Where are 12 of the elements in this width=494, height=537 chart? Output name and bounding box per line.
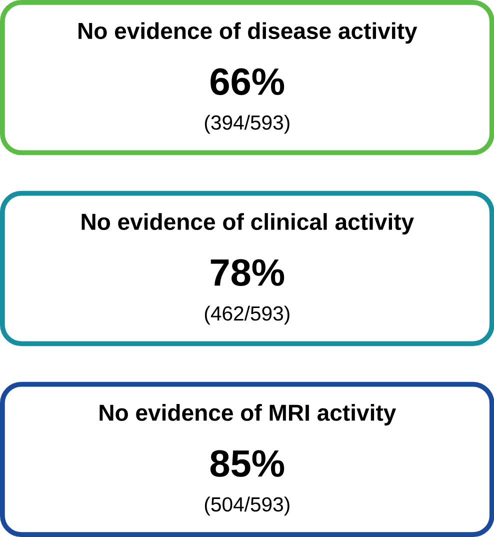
category-label: No evidence of MRI activity	[100, 404, 396, 426]
text: (462/593)	[204, 306, 290, 325]
text: (504/593)	[204, 496, 290, 516]
category-label: No evidence of disease activity	[78, 22, 417, 44]
category-label: No evidence of clinical activity	[82, 213, 414, 235]
data-label: 66	[210, 68, 250, 96]
text: %	[252, 259, 284, 286]
text: (394/593)	[204, 114, 290, 134]
text: %	[252, 450, 284, 477]
data-label: 85	[210, 450, 250, 477]
text: %	[252, 68, 284, 95]
data-label: 78	[210, 259, 250, 286]
